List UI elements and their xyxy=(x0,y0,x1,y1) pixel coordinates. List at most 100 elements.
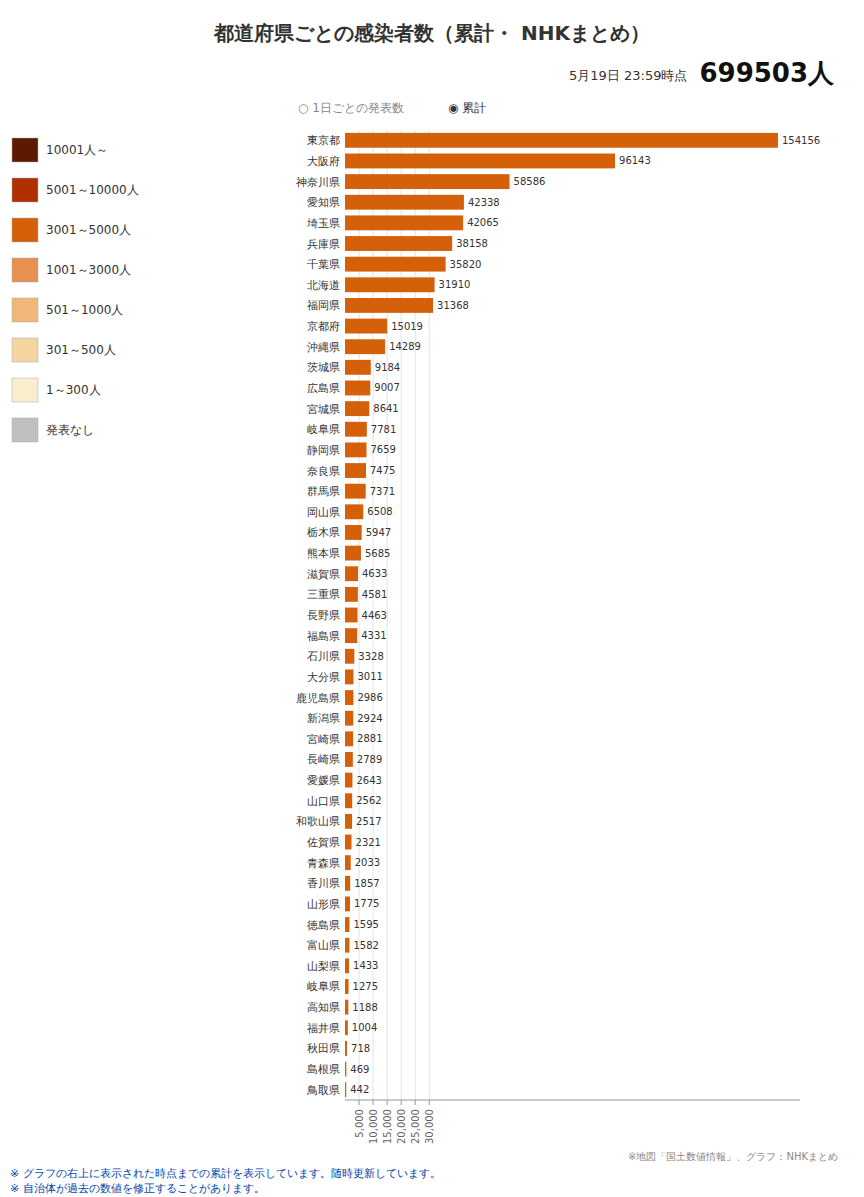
bar xyxy=(345,546,361,561)
y-tick-label: 佐賀県 xyxy=(307,836,340,849)
y-tick-label: 群馬県 xyxy=(307,485,340,498)
x-tick-label: 20,000 xyxy=(396,1109,407,1144)
bar xyxy=(345,174,510,189)
y-tick-label: 神奈川県 xyxy=(296,176,340,189)
y-tick-label: 兵庫県 xyxy=(307,238,340,251)
data-label: 15019 xyxy=(391,321,423,332)
y-tick-label: 山形県 xyxy=(307,898,340,911)
data-label: 2881 xyxy=(357,733,382,744)
data-label: 42338 xyxy=(468,197,500,208)
bar xyxy=(345,463,366,478)
y-tick-label: 和歌山県 xyxy=(296,815,340,828)
x-axis-line xyxy=(345,1100,800,1101)
y-tick-label: 埼玉県 xyxy=(306,217,340,230)
y-tick-label: 岐阜県 xyxy=(307,980,340,993)
y-tick-label: 愛媛県 xyxy=(307,774,340,787)
legend-label: 発表なし xyxy=(46,423,94,437)
x-tick xyxy=(401,1100,402,1105)
bar xyxy=(345,401,369,416)
data-label: 1275 xyxy=(353,981,378,992)
bar xyxy=(345,360,371,375)
note: ※ グラフの右上に表示された時点までの累計を表示しています。随時更新しています。 xyxy=(10,1167,441,1180)
data-label: 1595 xyxy=(353,919,378,930)
bar xyxy=(345,504,363,519)
y-tick-label: 鳥取県 xyxy=(306,1084,340,1097)
legend-swatch xyxy=(12,338,38,362)
radio-label: ○ 1日ごとの発表数 xyxy=(298,101,404,115)
bar xyxy=(345,484,366,499)
bar xyxy=(345,154,615,169)
data-label: 9184 xyxy=(375,362,400,373)
bar xyxy=(345,381,370,396)
data-label: 1775 xyxy=(354,898,379,909)
chart: 都道府県ごとの感染者数（累計・ NHKまとめ）699503人5月19日 23:5… xyxy=(0,0,864,1197)
title: 都道府県ごとの感染者数（累計・ NHKまとめ） xyxy=(213,21,650,45)
data-label: 4463 xyxy=(362,610,387,621)
bar xyxy=(345,1082,346,1097)
bar xyxy=(345,566,358,581)
radio-label: ◉ 累計 xyxy=(448,101,486,115)
bar xyxy=(345,236,452,251)
x-tick xyxy=(359,1100,360,1105)
x-tick xyxy=(415,1100,416,1105)
y-tick-label: 沖縄県 xyxy=(307,341,340,354)
y-tick-label: 福岡県 xyxy=(307,299,340,312)
bar xyxy=(345,628,357,643)
bar xyxy=(345,257,446,272)
bar xyxy=(345,835,352,850)
data-label: 31368 xyxy=(437,300,469,311)
bar xyxy=(345,525,362,540)
note: ※地図「国土数値情報」、グラフ：NHKまとめ xyxy=(628,1151,838,1162)
y-tick-label: 愛知県 xyxy=(307,196,340,209)
bars xyxy=(345,133,778,1097)
x-tick-label: 15,000 xyxy=(382,1109,393,1144)
y-tick-label: 新潟県 xyxy=(307,712,340,725)
bar xyxy=(345,608,358,623)
y-tick-label: 滋賀県 xyxy=(307,568,340,581)
data-label: 718 xyxy=(351,1043,370,1054)
bar xyxy=(345,731,353,746)
legend-swatch xyxy=(12,378,38,402)
data-label: 2986 xyxy=(357,692,382,703)
data-label: 14289 xyxy=(389,341,421,352)
data-label: 3328 xyxy=(358,651,383,662)
data-label: 7659 xyxy=(371,444,396,455)
grid xyxy=(359,130,429,1100)
data-label: 2562 xyxy=(356,795,381,806)
legend-label: 5001～10000人 xyxy=(46,183,139,197)
data-label: 38158 xyxy=(456,238,488,249)
y-tick-label: 広島県 xyxy=(307,382,340,395)
y-tick-label: 奈良県 xyxy=(307,465,340,478)
data-label: 2517 xyxy=(356,816,381,827)
bar xyxy=(345,917,349,932)
y-tick-label: 香川県 xyxy=(307,877,340,890)
y-tick-label: 京都府 xyxy=(307,320,340,333)
data-label: 42065 xyxy=(467,217,499,228)
bar xyxy=(345,649,354,664)
background xyxy=(0,0,864,1197)
y-tick-label: 大分県 xyxy=(307,671,340,684)
data-label: 7781 xyxy=(371,424,396,435)
data-label: 5685 xyxy=(365,548,390,559)
grid-line xyxy=(359,130,360,1100)
data-label: 1188 xyxy=(352,1002,377,1013)
legend-swatch xyxy=(12,138,38,162)
bar xyxy=(345,195,464,210)
y-tick-label: 石川県 xyxy=(307,650,340,663)
legend-label: 301～500人 xyxy=(46,343,116,357)
bar xyxy=(345,1020,348,1035)
y-tick-label: 千葉県 xyxy=(307,258,340,271)
bar xyxy=(345,958,349,973)
legend-label: 501～1000人 xyxy=(46,303,123,317)
x-tick-label: 25,000 xyxy=(410,1109,421,1144)
data-label: 35820 xyxy=(450,259,482,270)
y-tick-label: 静岡県 xyxy=(307,444,340,457)
bar xyxy=(345,277,435,292)
bar xyxy=(345,215,463,230)
bar xyxy=(345,752,353,767)
legend-swatch xyxy=(12,178,38,202)
subtitle: 5月19日 23:59時点 xyxy=(569,68,687,83)
grid-line xyxy=(429,130,430,1100)
data-label: 1582 xyxy=(353,940,378,951)
data-label: 31910 xyxy=(439,279,471,290)
